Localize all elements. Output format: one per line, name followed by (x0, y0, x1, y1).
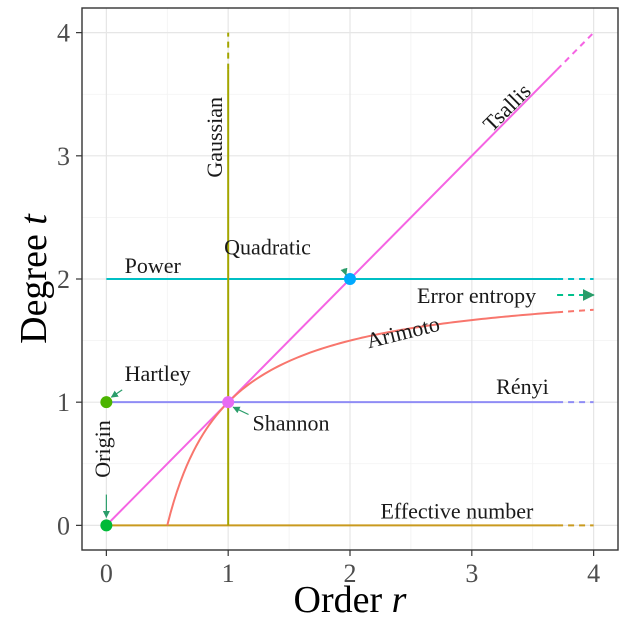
point-origin (100, 519, 113, 532)
label-power: Power (125, 253, 182, 278)
chart-marks (100, 31, 595, 532)
series-arimoto (166, 311, 558, 526)
x-tick-label: 3 (465, 559, 478, 588)
y-tick-label: 3 (57, 142, 70, 171)
label-origin: Origin (90, 420, 115, 477)
point-shannon (222, 396, 235, 409)
x-tick-label: 0 (100, 559, 113, 588)
y-axis-title: Degree t (13, 213, 55, 344)
label-gaussian: Gaussian (202, 97, 227, 178)
pointer-arrow (110, 389, 123, 398)
label-r-nyi: Rényi (496, 374, 549, 399)
y-tick-label: 1 (57, 388, 70, 417)
series-arimoto-extension (557, 308, 594, 314)
point-quadratic (344, 273, 356, 285)
label-quadratic: Quadratic (224, 234, 311, 259)
label-hartley: Hartley (125, 361, 191, 386)
y-tick-label: 2 (57, 265, 70, 294)
x-tick-label: 4 (587, 559, 600, 588)
label-error-entropy: Error entropy (417, 283, 536, 308)
point-hartley (100, 396, 113, 409)
pointer-arrow (232, 406, 249, 416)
chart-annotations: Tsallis Gaussian Power Quadratic Error entro… (90, 78, 549, 523)
axis-ticks: 0 1 2 3 4 0 1 2 3 4 (57, 19, 600, 588)
label-effective-number: Effective number (380, 498, 534, 523)
x-axis-title: Order r (294, 579, 407, 620)
x-tick-label: 2 (344, 559, 357, 588)
label-arimoto: Arimoto (364, 311, 442, 353)
label-shannon: Shannon (253, 411, 330, 436)
series-tsallis (105, 68, 558, 527)
x-tick-label: 1 (222, 559, 235, 588)
label-tsallis: Tsallis (478, 78, 536, 136)
pointer-arrow (340, 267, 348, 276)
y-tick-label: 0 (57, 511, 70, 540)
series-tsallis-extension (556, 31, 595, 71)
y-tick-label: 4 (57, 19, 70, 48)
